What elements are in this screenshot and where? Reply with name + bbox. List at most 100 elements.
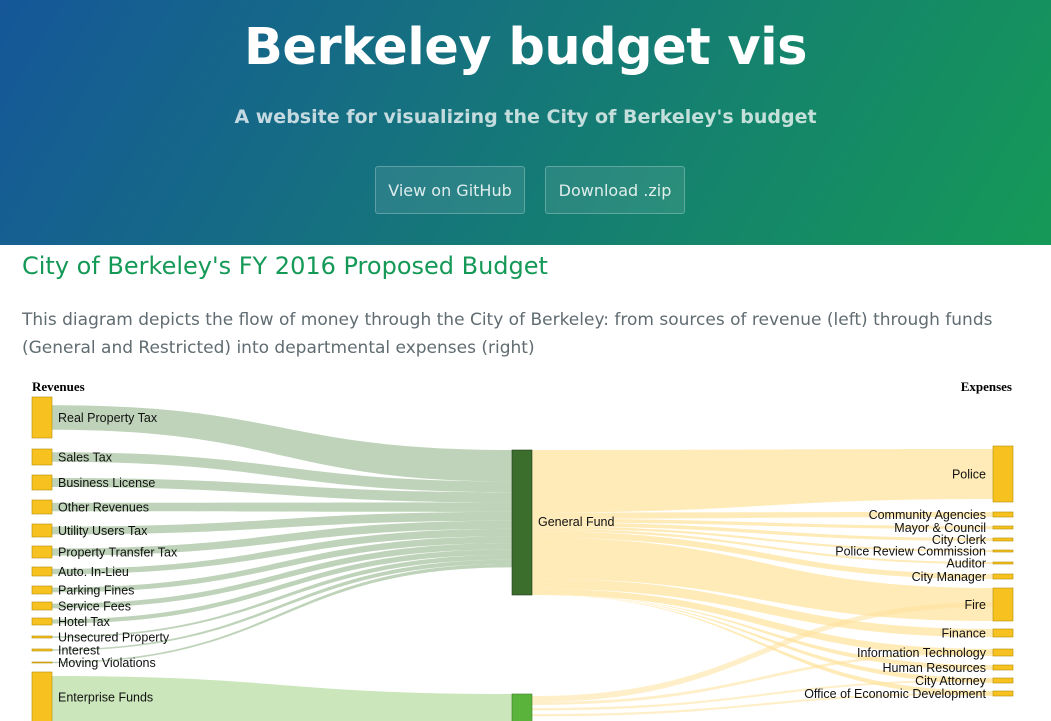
link-enterprise-to-information-technology bbox=[532, 651, 993, 705]
expense-node-city-manager[interactable] bbox=[992, 573, 1014, 580]
revenue-label-other-revenues: Other Revenues bbox=[58, 501, 149, 515]
revenue-node-sales-tax[interactable] bbox=[31, 448, 53, 466]
budget-sankey-diagram: Revenues Expenses Real Property Tax Sales… bbox=[31, 379, 1014, 721]
link-general-fund-to-finance bbox=[532, 578, 993, 637]
revenue-node-interest[interactable] bbox=[31, 648, 53, 652]
link-property-transfer-tax-to-general-fund bbox=[52, 520, 512, 556]
link-other-revenues-to-general-fund bbox=[52, 502, 512, 512]
expense-label-city-clerk: City Clerk bbox=[932, 533, 987, 547]
link-general-fund-to-mayor-and-council bbox=[532, 518, 993, 529]
revenue-node-parking-fines[interactable] bbox=[31, 585, 53, 595]
sankey-nodes bbox=[31, 396, 1014, 721]
expense-node-mayor-and-council[interactable] bbox=[992, 525, 1014, 530]
expense-label-city-manager: City Manager bbox=[912, 570, 986, 584]
link-general-fund-to-city-manager bbox=[532, 531, 993, 579]
link-general-fund-to-police-review-commission bbox=[532, 526, 993, 552]
link-general-fund-to-auditor bbox=[532, 528, 993, 564]
enterprise-fund-node[interactable] bbox=[511, 693, 533, 721]
link-enterprise-funds-to-enterprise bbox=[52, 676, 512, 721]
link-general-fund-to-city-attorney bbox=[532, 595, 993, 683]
link-general-fund-to-police bbox=[532, 449, 993, 513]
link-general-fund-to-city-clerk bbox=[532, 522, 993, 541]
link-moving-violations-to-general-fund bbox=[52, 563, 512, 664]
revenue-label-real-property-tax: Real Property Tax bbox=[58, 411, 158, 425]
revenue-node-other-revenues[interactable] bbox=[31, 499, 53, 515]
expense-label-finance: Finance bbox=[942, 627, 987, 641]
general-fund-label: General Fund bbox=[538, 515, 614, 529]
expense-node-community-agencies[interactable] bbox=[992, 511, 1014, 518]
page-description: This diagram depicts the flow of money t… bbox=[22, 310, 993, 358]
expense-label-fire: Fire bbox=[964, 598, 986, 612]
revenue-node-enterprise-funds[interactable] bbox=[31, 671, 53, 721]
revenue-node-hotel-tax[interactable] bbox=[31, 617, 53, 626]
expense-label-information-technology: Information Technology bbox=[857, 646, 987, 660]
revenue-label-sales-tax: Sales Tax bbox=[58, 451, 113, 465]
revenue-node-unsecured-property[interactable] bbox=[31, 635, 53, 639]
revenue-label-parking-fines: Parking Fines bbox=[58, 584, 134, 598]
revenue-node-business-license[interactable] bbox=[31, 474, 53, 491]
expense-node-police-review-commission[interactable] bbox=[992, 549, 1014, 553]
link-general-fund-to-community-agencies bbox=[532, 512, 993, 519]
view-on-github-button[interactable]: View on GitHub bbox=[375, 166, 525, 214]
expense-node-office-of-economic-development[interactable] bbox=[992, 690, 1014, 697]
revenue-node-service-fees[interactable] bbox=[31, 601, 53, 611]
expense-node-fire[interactable] bbox=[992, 587, 1014, 622]
download-zip-button[interactable]: Download .zip bbox=[545, 166, 685, 214]
expense-node-police[interactable] bbox=[992, 445, 1014, 503]
revenue-node-moving-violations[interactable] bbox=[31, 661, 53, 664]
page-heading: City of Berkeley's FY 2016 Proposed Budg… bbox=[22, 252, 548, 280]
expense-node-finance[interactable] bbox=[992, 628, 1014, 638]
expense-node-city-clerk[interactable] bbox=[992, 537, 1014, 542]
revenue-label-business-license: Business License bbox=[58, 476, 155, 490]
revenues-column-label: Revenues bbox=[32, 379, 85, 394]
link-parking-fines-to-general-fund bbox=[52, 536, 512, 593]
site-tagline: A website for visualizing the City of Be… bbox=[234, 106, 817, 128]
expense-label-city-attorney: City Attorney bbox=[915, 674, 987, 688]
link-sales-tax-to-general-fund bbox=[52, 452, 512, 493]
revenue-label-utility-users-tax: Utility Users Tax bbox=[58, 524, 148, 538]
link-enterprise-to-office-of-economic-development bbox=[532, 692, 993, 717]
revenue-label-moving-violations: Moving Violations bbox=[58, 656, 156, 670]
revenue-label-service-fees: Service Fees bbox=[58, 600, 131, 614]
site-title: Berkeley budget vis bbox=[244, 18, 807, 77]
expense-node-human-resources[interactable] bbox=[992, 664, 1014, 671]
expense-label-auditor: Auditor bbox=[946, 557, 986, 571]
revenue-node-utility-users-tax[interactable] bbox=[31, 523, 53, 538]
expense-node-auditor[interactable] bbox=[992, 561, 1014, 565]
link-auto-in-lieu-to-general-fund bbox=[52, 528, 512, 575]
link-general-fund-to-information-technology bbox=[532, 588, 993, 656]
expense-label-office-of-economic-development: Office of Economic Development bbox=[804, 687, 986, 701]
sankey-labels: Revenues Expenses Real Property Tax Sales… bbox=[32, 379, 1012, 705]
link-hotel-tax-to-general-fund bbox=[52, 549, 512, 624]
revenue-node-property-transfer-tax[interactable] bbox=[31, 545, 53, 559]
expense-label-community-agencies: Community Agencies bbox=[869, 508, 986, 522]
expense-node-information-technology[interactable] bbox=[992, 648, 1014, 657]
revenue-label-auto-in-lieu: Auto. In-Lieu bbox=[58, 565, 129, 579]
revenue-label-unsecured-property: Unsecured Property bbox=[58, 631, 170, 645]
revenue-label-property-transfer-tax: Property Transfer Tax bbox=[58, 546, 178, 560]
link-general-fund-to-human-resources bbox=[532, 595, 993, 670]
revenue-label-enterprise-funds: Enterprise Funds bbox=[58, 691, 153, 705]
revenue-node-real-property-tax[interactable] bbox=[31, 396, 53, 439]
link-business-license-to-general-fund bbox=[52, 478, 512, 503]
page-header: Berkeley budget vis A website for visual… bbox=[0, 0, 1051, 245]
revenue-label-hotel-tax: Hotel Tax bbox=[58, 615, 111, 629]
link-enterprise-to-city-attorney bbox=[532, 679, 993, 711]
link-general-fund-to-office-of-economic-development bbox=[532, 595, 993, 696]
general-fund-node[interactable] bbox=[511, 449, 533, 596]
expenses-column-label: Expenses bbox=[961, 379, 1012, 394]
expense-node-city-attorney[interactable] bbox=[992, 677, 1014, 684]
sankey-links bbox=[52, 405, 993, 721]
link-general-fund-to-fire bbox=[532, 537, 993, 621]
expense-label-police-review-commission: Police Review Commission bbox=[835, 545, 986, 559]
link-service-fees-to-general-fund bbox=[52, 543, 512, 609]
link-real-property-tax-to-general-fund bbox=[52, 405, 512, 482]
revenue-label-interest: Interest bbox=[58, 644, 100, 658]
link-unsecured-property-to-general-fund bbox=[52, 554, 512, 638]
link-enterprise-to-fire bbox=[532, 602, 993, 702]
link-utility-users-tax-to-general-fund bbox=[52, 511, 512, 535]
expense-label-mayor-and-council: Mayor & Council bbox=[894, 521, 986, 535]
expense-label-human-resources: Human Resources bbox=[882, 661, 986, 675]
expense-label-police: Police bbox=[952, 468, 986, 482]
revenue-node-auto-in-lieu[interactable] bbox=[31, 566, 53, 577]
